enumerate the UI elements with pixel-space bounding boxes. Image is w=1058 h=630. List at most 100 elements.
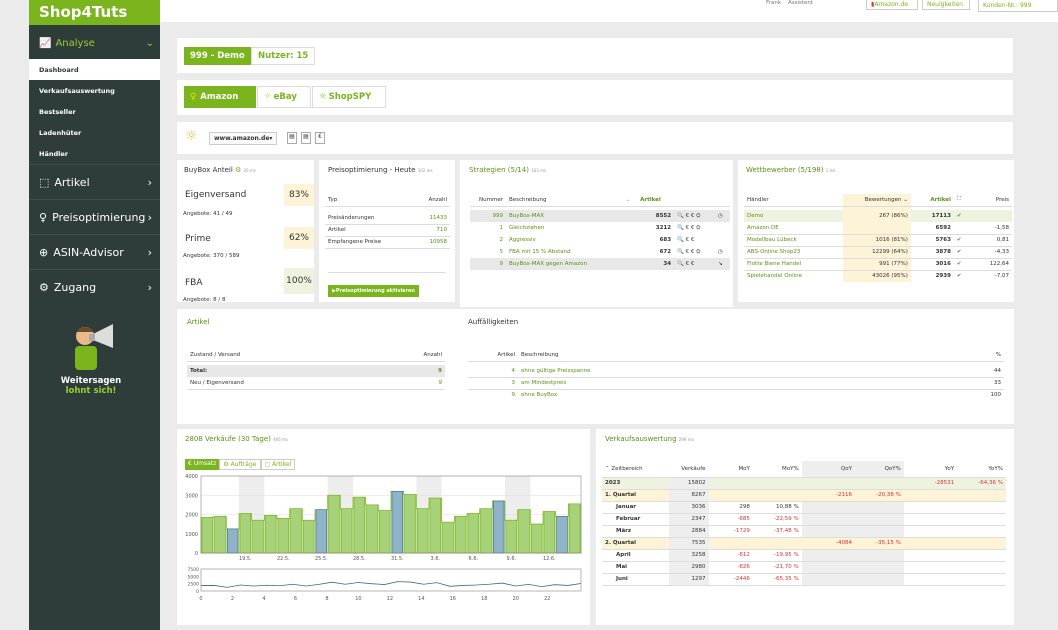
table-row[interactable]: 4 ohne gültige Preisspanne 44 xyxy=(468,365,1004,377)
tab-shopspy[interactable]: ☼ ShopSPY xyxy=(312,86,386,108)
euro-icon[interactable]: € xyxy=(315,132,325,144)
gear-icon: ⚙ xyxy=(235,166,242,174)
sidebar-item-preisoptimierung[interactable]: ♀ Preisoptimierung › xyxy=(29,199,160,234)
verkaufsauswertung-title[interactable]: Verkaufsauswertung 299 ms xyxy=(605,435,694,443)
table-row[interactable]: Demo 267 (86%) 17113 ✔ xyxy=(744,210,1012,222)
nav-label: ASIN-Advisor xyxy=(53,245,124,259)
cell[interactable]: 9 xyxy=(438,379,443,386)
tab-ebay[interactable]: ☼ eBay xyxy=(257,86,311,108)
promo-line-1: Weitersagen xyxy=(60,376,122,386)
cell xyxy=(801,561,856,573)
strategien-title[interactable]: Strategien (5/14) 163 ms xyxy=(469,166,546,174)
cell[interactable]: 11433 xyxy=(429,214,448,221)
document-icon[interactable]: ▤ xyxy=(287,132,297,144)
sidebar-item-asin-advisor[interactable]: ⊕ ASIN-Advisor › xyxy=(29,234,160,269)
nav-analyse[interactable]: 📈 Analyse ⌄ xyxy=(29,27,160,59)
verkaeufe-title[interactable]: 2808 Verkäufe (30 Tage) 466 ms xyxy=(185,435,288,443)
buybox-title-text: BuyBox Anteil xyxy=(184,166,233,174)
table-row[interactable]: Mai 2980 -826 -21,70 % xyxy=(602,561,1006,573)
sidebar-item-verkaufsauswertung[interactable]: Verkaufsauswertung xyxy=(39,86,115,95)
cell xyxy=(855,573,904,585)
action-icons[interactable]: 🔍 € € xyxy=(677,237,695,243)
customer-number[interactable]: Kunden-Nr.: 999 xyxy=(978,0,1058,12)
activate-preisopt-button[interactable]: ▶ Preisoptimierung aktivieren xyxy=(328,285,419,297)
app-logo[interactable]: Shop4Tuts xyxy=(29,0,160,25)
sidebar-item-zugang[interactable]: ⚙ Zugang › xyxy=(29,269,160,304)
document-icon[interactable]: ▤ xyxy=(301,132,311,144)
chart-icon: ⛶ xyxy=(956,196,961,203)
cell[interactable]: 9 xyxy=(438,368,442,374)
cell xyxy=(855,561,904,573)
table-row[interactable]: 9 ohne BuyBox 100 xyxy=(468,389,1004,401)
wettbewerber-title[interactable]: Wettbewerber (5/198) 1 ms xyxy=(746,166,836,174)
action-icons[interactable]: 🔍 € € ⛭ xyxy=(677,224,701,231)
artikel-title[interactable]: Artikel xyxy=(187,318,210,326)
table-row[interactable]: Modellbau Lübeck 1016 (81%) 5763 ✔ 0,81 xyxy=(744,234,1012,246)
table-row[interactable]: Amazon DE 6592 -1,58 xyxy=(744,222,1012,234)
sales-bar xyxy=(480,508,492,554)
cell xyxy=(802,477,855,489)
table-row[interactable]: Januar 3036 298 10,88 % xyxy=(602,501,1006,513)
wettbewerber-table: Händler Bewertungen ⌄ Artikel ⛶ Preis Demo 26… xyxy=(744,194,1012,282)
account-badge[interactable]: 999 - Demo xyxy=(184,47,251,65)
col-header: Artikel xyxy=(930,196,951,203)
col-header[interactable]: Bewertungen ⌄ xyxy=(842,194,911,206)
table-row[interactable]: 2. Quartal 7535 -4084 -35,15 % xyxy=(602,537,1006,549)
action-icons[interactable]: 🔍 € € xyxy=(677,261,695,267)
cell: Februar xyxy=(616,516,641,522)
cell: 8552 xyxy=(655,213,672,219)
amazon-link[interactable]: ▮ Amazon.de xyxy=(866,0,918,10)
table-row[interactable]: 3 am Mindestpreis 33 xyxy=(468,377,1004,389)
table-row[interactable]: 5 FBA mit 15 % Abstand 672 🔍 € € ⛭ ◷ xyxy=(470,246,730,258)
sales-bar xyxy=(277,518,289,554)
table-row[interactable]: Februar 2347 -685 -22,59 % xyxy=(602,513,1006,525)
table-row[interactable]: Flotte Biene Handel 991 (77%) 3016 ✔ 122,64 xyxy=(744,258,1012,270)
cell[interactable]: 10958 xyxy=(429,239,448,245)
table-row[interactable]: 999 BuyBox-MAX 8552 🔍 € € ⛭ ◷ xyxy=(470,210,730,222)
sidebar-item-dashboard[interactable]: Dashboard xyxy=(29,59,160,80)
cell xyxy=(957,489,1006,501)
col-header: YoY% xyxy=(988,465,1003,472)
clock-icon: ◷ xyxy=(717,213,723,219)
cell[interactable]: 710 xyxy=(436,227,448,233)
action-icons[interactable]: 🔍 € € ⛭ xyxy=(677,248,701,255)
table-row[interactable]: 2 Aggressiv 683 🔍 € € xyxy=(470,234,730,246)
mini-y-tick: 7500 xyxy=(188,567,200,573)
table-row[interactable]: ABS-Online Shop23 12299 (64%) 3878 ✔ -4,33 xyxy=(744,246,1012,258)
table-row[interactable]: 1 Gleichziehen 3212 🔍 € € ⛭ xyxy=(470,222,730,234)
tab-auftraege[interactable]: ⚙ Aufträge xyxy=(219,459,261,470)
cell: 683 xyxy=(659,237,672,243)
promo-banner[interactable]: Weitersagen lohnt sich! xyxy=(51,322,131,396)
cell xyxy=(855,501,904,513)
table-row[interactable]: 9 BuyBox-MAX gegen Amazon 34 🔍 € € ↘ xyxy=(470,258,730,270)
domain-select[interactable]: www.amazon.de ▾ xyxy=(209,132,278,145)
table-row[interactable]: Spielehandel Online 43026 (95%) 2939 ✔ -7,07 xyxy=(744,270,1012,282)
table-row[interactable]: April 3258 -812 -19,95 % xyxy=(602,549,1006,561)
cell: 2884 xyxy=(668,525,709,537)
cell: Spielehandel Online xyxy=(747,273,803,280)
col-header[interactable]: ⌃ Zeitbereich xyxy=(605,465,643,472)
table-row[interactable]: 2023 15802 -28531 -64,36 % xyxy=(602,477,1006,489)
mini-x-tick: 20 xyxy=(513,596,519,602)
news-button[interactable]: Neuigkeiten xyxy=(922,0,970,10)
nav-label: Artikel xyxy=(54,175,90,189)
sidebar-item-bestseller[interactable]: Bestseller xyxy=(39,107,76,116)
table-row: Neu / Eigenversand 9 xyxy=(187,377,445,389)
tab-artikel[interactable]: ▢ Artikel xyxy=(260,459,296,470)
sidebar-item-artikel[interactable]: ⬚ Artikel › xyxy=(29,164,160,199)
sidebar-item-ladenhueter[interactable]: Ladenhüter xyxy=(39,128,82,137)
tab-amazon[interactable]: ♀ Amazon xyxy=(184,86,256,108)
cell: -4084 xyxy=(836,540,853,546)
cell xyxy=(904,489,957,501)
tab-umsatz[interactable]: € Umsatz xyxy=(185,459,220,470)
cell xyxy=(801,573,856,585)
col-header: Artikel xyxy=(497,351,515,358)
action-icons[interactable]: 🔍 € € ⛭ xyxy=(677,212,701,219)
sales-bar xyxy=(505,519,517,554)
table-row[interactable]: Juni 1297 -2446 -65,35 % xyxy=(602,573,1006,585)
sidebar-item-haendler[interactable]: Händler xyxy=(39,149,68,158)
table-row[interactable]: 1. Quartal 8267 -2116 -20,38 % xyxy=(602,489,1006,501)
sort-icon[interactable]: ⌄ xyxy=(625,196,631,203)
users-badge[interactable]: Nutzer: 15 xyxy=(251,47,316,65)
table-row[interactable]: März 2884 -1729 -37,48 % xyxy=(602,525,1006,537)
